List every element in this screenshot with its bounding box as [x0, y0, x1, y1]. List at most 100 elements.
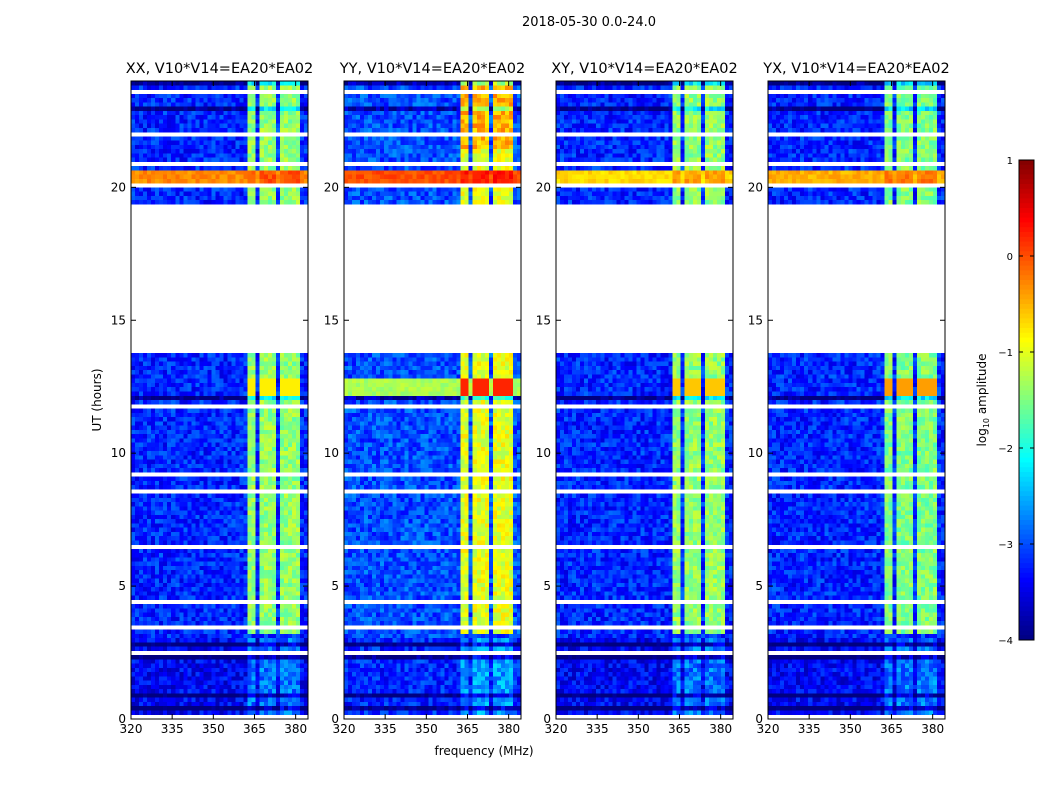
heatmap-cell: [159, 446, 164, 452]
heatmap-cell: [235, 412, 240, 418]
heatmap-cell: [199, 561, 204, 567]
heatmap-cell: [191, 604, 196, 609]
heatmap-cell: [139, 174, 144, 180]
heatmap-cell: [163, 123, 168, 129]
heatmap-cell: [179, 574, 184, 579]
heatmap-cell: [243, 144, 248, 150]
heatmap-cell: [303, 527, 309, 533]
heatmap-cell: [131, 382, 136, 388]
heatmap-cell: [239, 646, 244, 652]
heatmap-cell: [291, 425, 297, 431]
heatmap-cell: [159, 374, 164, 380]
heatmap-cell: [215, 514, 220, 520]
heatmap-cell: [147, 127, 152, 133]
heatmap-cell: [303, 102, 309, 107]
heatmap-cell: [227, 693, 232, 699]
heatmap-cell: [167, 425, 172, 431]
heatmap-cell: [163, 170, 168, 175]
heatmap-cell: [287, 140, 293, 146]
heatmap-cell: [275, 438, 281, 443]
heatmap-cell: [299, 565, 305, 571]
heatmap-cell: [151, 429, 156, 435]
heatmap-cell: [227, 115, 232, 120]
heatmap-cell: [151, 174, 156, 180]
heatmap-cell: [295, 608, 301, 613]
heatmap-cell: [167, 374, 172, 380]
heatmap-cell: [187, 119, 192, 124]
heatmap-cell: [151, 408, 156, 414]
heatmap-cell: [203, 387, 208, 392]
heatmap-cell: [235, 493, 240, 499]
heatmap-cell: [147, 574, 152, 579]
heatmap-cell: [251, 361, 256, 367]
heatmap-cell: [139, 400, 144, 405]
heatmap-cell: [175, 493, 180, 499]
heatmap-cell: [163, 400, 168, 405]
heatmap-cell: [239, 446, 244, 452]
heatmap-cell: [155, 701, 160, 707]
heatmap-cell: [147, 578, 152, 584]
heatmap-cell: [239, 127, 244, 133]
heatmap-cell: [404, 119, 409, 124]
heatmap-cell: [235, 701, 240, 707]
heatmap-cell: [235, 574, 240, 579]
heatmap-cell: [295, 200, 301, 205]
heatmap-cell: [199, 693, 204, 699]
heatmap-cell: [299, 429, 305, 435]
heatmap-cell: [179, 106, 184, 112]
heatmap-cell: [452, 119, 457, 124]
heatmap-cell: [195, 408, 200, 414]
heatmap-cell: [235, 421, 240, 426]
heatmap-cell: [155, 149, 160, 154]
heatmap-cell: [283, 527, 289, 533]
heatmap-cell: [279, 357, 285, 363]
heatmap-cell: [235, 157, 240, 163]
heatmap-cell: [143, 646, 148, 652]
heatmap-cell: [239, 98, 244, 103]
heatmap-cell: [187, 642, 192, 647]
heatmap-cell: [492, 85, 498, 90]
heatmap-cell: [163, 425, 168, 431]
heatmap-cell: [159, 93, 164, 99]
heatmap-cell: [275, 531, 281, 537]
heatmap-cell: [183, 412, 188, 418]
heatmap-cell: [143, 514, 148, 520]
heatmap-cell: [263, 557, 269, 562]
heatmap-cell: [211, 527, 216, 533]
heatmap-cell: [295, 123, 301, 129]
heatmap-cell: [191, 676, 196, 682]
heatmap-cell: [163, 578, 168, 584]
heatmap-cell: [155, 446, 160, 452]
heatmap-cell: [183, 536, 188, 541]
heatmap-cell: [183, 353, 188, 358]
heatmap-cell: [187, 638, 192, 643]
heatmap-cell: [368, 123, 373, 129]
heatmap-cell: [191, 391, 196, 397]
heatmap-cell: [235, 629, 240, 635]
heatmap-cell: [203, 191, 208, 197]
heatmap-cell: [155, 476, 160, 482]
heatmap-cell: [488, 102, 494, 107]
heatmap-cell: [195, 536, 200, 541]
heatmap-cell: [255, 476, 261, 482]
heatmap-cell: [175, 595, 180, 601]
heatmap-cell: [183, 710, 188, 716]
heatmap-cell: [251, 455, 256, 460]
heatmap-cell: [247, 102, 252, 107]
heatmap-cell: [259, 412, 265, 418]
heatmap-cell: [275, 434, 281, 439]
heatmap-cell: [468, 102, 474, 107]
heatmap-cell: [239, 570, 244, 575]
heatmap-cell: [139, 676, 144, 682]
heatmap-cell: [195, 497, 200, 503]
heatmap-cell: [231, 106, 236, 112]
heatmap-cell: [143, 425, 148, 431]
heatmap-cell: [287, 387, 293, 392]
heatmap-cell: [247, 157, 252, 163]
heatmap-cell: [151, 361, 156, 367]
heatmap-cell: [195, 395, 200, 401]
heatmap-cell: [207, 536, 212, 541]
heatmap-cell: [143, 536, 148, 541]
heatmap-cell: [283, 412, 289, 418]
heatmap-cell: [295, 119, 301, 124]
